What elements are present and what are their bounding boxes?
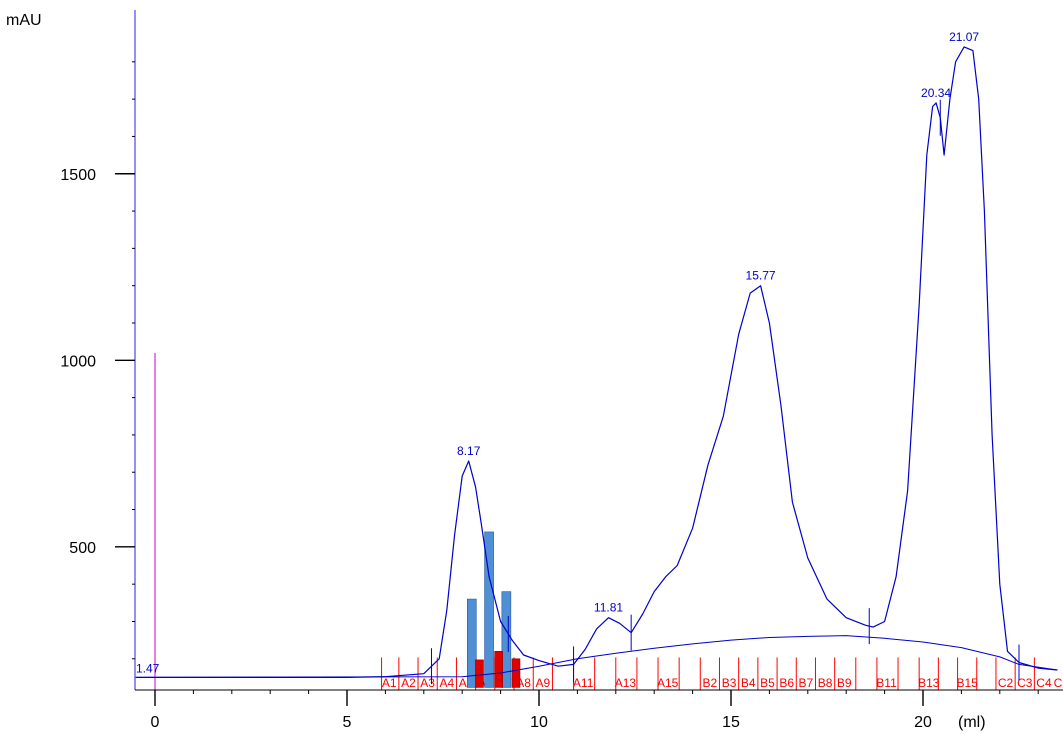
fraction-label-B6: B6 (779, 676, 794, 690)
trace-layer (135, 46, 1058, 685)
fraction-label-B3: B3 (722, 676, 737, 690)
peak-label-11.81: 11.81 (594, 601, 623, 615)
x-tick-label-5: 5 (343, 714, 352, 731)
fraction-label-B7: B7 (799, 676, 814, 690)
fraction-label-A13: A13 (615, 676, 637, 690)
peak-label-20.34: 20.34 (921, 86, 951, 100)
fraction-label-B8: B8 (818, 676, 833, 690)
fraction-label-A9: A9 (535, 676, 550, 690)
fraction-label-A2: A2 (401, 676, 416, 690)
fraction-label-A15: A15 (657, 676, 679, 690)
fraction-label-B4: B4 (741, 676, 756, 690)
fraction-label-A11: A11 (573, 676, 594, 690)
peak-label-21.07: 21.07 (949, 30, 979, 44)
bar-blue-2 (501, 591, 512, 688)
fraction-label-B11: B11 (876, 676, 897, 690)
bar-blue-0 (466, 598, 477, 688)
fraction-label-B9: B9 (837, 676, 852, 690)
bar-layer (466, 531, 521, 688)
x-tick-label-0: 0 (151, 714, 160, 731)
fraction-label-C4: C4 (1036, 676, 1052, 690)
baseline-line (135, 635, 1058, 678)
peak-label-15.77: 15.77 (746, 269, 776, 283)
x-axis-unit: (ml) (958, 714, 986, 731)
fraction-label-B13: B13 (918, 676, 940, 690)
fraction-label-B2: B2 (703, 676, 718, 690)
fraction-label-C3: C3 (1017, 676, 1033, 690)
y-axis-unit: mAU (6, 12, 42, 29)
y-tick-label-1500: 1500 (60, 167, 96, 184)
peak-label-8.17: 8.17 (457, 444, 481, 458)
fraction-label-A4: A4 (439, 676, 454, 690)
bar-red-3 (475, 659, 484, 688)
x-tick-label-15: 15 (722, 714, 740, 731)
uv-trace-line (135, 46, 1058, 679)
peak-label-1.47: 1.47 (136, 661, 160, 675)
bar-red-4 (494, 651, 503, 688)
y-tick-label-500: 500 (69, 540, 96, 557)
x-tick-label-10: 10 (530, 714, 548, 731)
fraction-label-C2: C2 (998, 676, 1014, 690)
bar-blue-1 (484, 531, 494, 688)
fraction-label-A3: A3 (420, 676, 435, 690)
fraction-label-A1: A1 (382, 676, 397, 690)
label-layer: 500 1000 1500 0 5 10 15 20 1.47 8.17 11.81 15.77 20.… (60, 30, 979, 731)
fraction-label-B15: B15 (956, 676, 978, 690)
bar-red-5 (511, 658, 521, 688)
y-tick-label-1000: 1000 (60, 353, 96, 370)
fraction-label-B5: B5 (760, 676, 775, 690)
fraction-layer: A1A2A3A4A5A6A7A8A9A11A13A15B2B3B4B5B6B7B… (381, 657, 1063, 690)
axis-layer (115, 10, 1063, 706)
fraction-label-C5: C5 (1054, 676, 1063, 690)
x-tick-label-20: 20 (914, 714, 932, 731)
